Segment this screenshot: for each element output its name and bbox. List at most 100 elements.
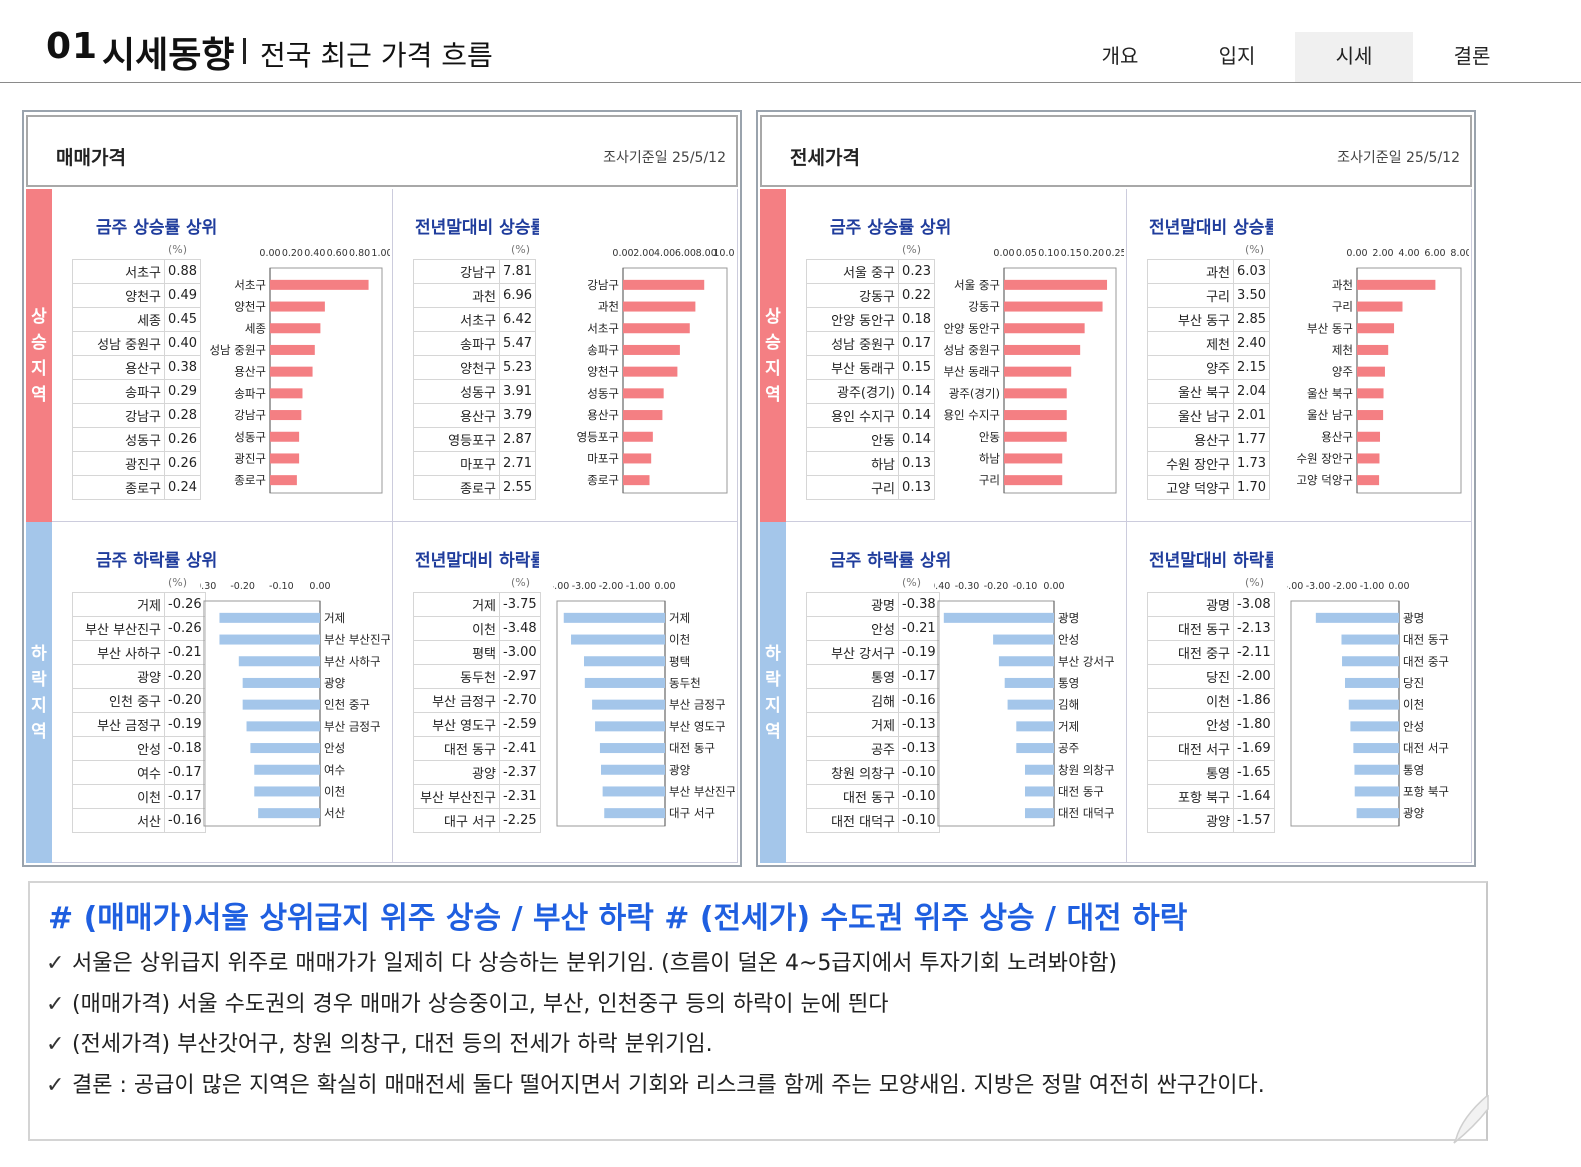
bar [1004, 475, 1063, 486]
side-label-char: 상 [765, 306, 781, 327]
category-label: 안성 [1058, 633, 1079, 647]
bar [1004, 677, 1054, 688]
bar [1357, 366, 1385, 377]
bar [623, 475, 650, 486]
bar [1348, 699, 1399, 710]
region-value: -0.21 [164, 640, 206, 665]
category-label: 안성 [1403, 719, 1424, 733]
table-row: 서초구 6.42 [413, 307, 536, 332]
table-row: 종로구 2.55 [413, 475, 536, 500]
region-value: 0.88 [164, 259, 201, 284]
category-label: 용산구 [234, 365, 266, 379]
bar [254, 786, 320, 797]
category-label: 광진구 [234, 451, 266, 465]
region-value: 6.96 [499, 283, 536, 308]
chart-title: 금주 상승률 상위 [830, 218, 952, 238]
region-value: 0.14 [898, 427, 935, 452]
nav-tab-location[interactable]: 입지 [1218, 44, 1256, 68]
unit-label: (%) [902, 576, 922, 589]
bar [1357, 301, 1403, 312]
bar [1357, 410, 1384, 421]
chart-title: 전년말대비 하락률 상위 [1149, 551, 1273, 571]
region-name: 부산 사하구 [72, 640, 165, 665]
table-row: 거제 -0.13 [806, 712, 940, 737]
region-name: 광양 [413, 760, 500, 785]
region-name: 용산구 [72, 355, 165, 380]
region-value: -3.00 [499, 640, 541, 665]
axis-tick-label: 10.00 [713, 248, 735, 259]
region-value: 0.14 [898, 379, 935, 404]
category-label: 과천 [1332, 278, 1353, 292]
table-row: 거제 -0.26 [72, 592, 206, 617]
region-name: 성동구 [72, 427, 165, 452]
table-row: 이천 -3.48 [413, 616, 541, 641]
region-name: 용산구 [1147, 427, 1234, 452]
table-row: 마포구 2.71 [413, 451, 536, 476]
category-label: 용산구 [587, 408, 619, 422]
region-name: 창원 의창구 [806, 760, 899, 785]
bar [623, 431, 653, 442]
region-value: -0.38 [898, 592, 940, 617]
table-row: 통영 -1.65 [1147, 760, 1275, 785]
bar [1007, 699, 1054, 710]
region-name: 용인 수지구 [806, 403, 899, 428]
nav-tab-price[interactable]: 시세 [1295, 32, 1413, 82]
side-label-char: 역 [31, 384, 47, 405]
region-name: 성남 중원구 [72, 331, 165, 356]
region-name: 세종 [72, 307, 165, 332]
region-name: 안성 [1147, 712, 1234, 737]
bar [1357, 431, 1381, 442]
region-value: 1.73 [1233, 451, 1270, 476]
region-name: 구리 [1147, 283, 1234, 308]
region-value: -2.97 [499, 664, 541, 689]
page-subtitle: 전국 최근 가격 흐름 [260, 39, 493, 72]
bar [623, 279, 705, 290]
panel-date: 조사기준일 25/5/12 [1337, 150, 1460, 166]
section-number: 01 [46, 26, 99, 67]
table-row: 송파구 0.29 [72, 379, 201, 404]
sale-price-panel: 매매가격 조사기준일 25/5/12 상 승 지 역 하 락 지 역 금주 상승률 상위 (%) 서초구… [22, 110, 742, 867]
region-name: 대전 서구 [1147, 736, 1234, 761]
table-row: 서산 -0.16 [72, 808, 206, 833]
table-row: 용산구 0.38 [72, 355, 201, 380]
nav-tab-overview[interactable]: 개요 [1101, 44, 1139, 68]
region-value: -0.16 [898, 688, 940, 713]
category-label: 광양 [1403, 806, 1425, 820]
table-row: 부산 강서구 -0.19 [806, 640, 940, 665]
summary-bullet-text: 결론 : 공급이 많은 지역은 확실히 매매전세 둘다 떨어지면서 기회와 리스… [72, 1073, 1265, 1098]
value-table: 광명 -3.08 대전 동구 -2.13 대전 중구 -2.11 당진 -2.00 이천 -1.8… [1147, 592, 1275, 833]
region-name: 광양 [1147, 808, 1234, 833]
table-row: 과천 6.96 [413, 283, 536, 308]
table-row: 부산 동래구 0.15 [806, 355, 935, 380]
panel-date: 조사기준일 25/5/12 [603, 150, 726, 166]
bar [1356, 808, 1399, 819]
bar [1004, 344, 1081, 355]
bar [623, 323, 690, 334]
region-name: 과천 [413, 283, 500, 308]
region-name: 서초구 [72, 259, 165, 284]
table-row: 부산 동구 2.85 [1147, 307, 1270, 332]
table-row: 부산 영도구 -2.59 [413, 712, 541, 737]
side-label-char: 락 [765, 669, 781, 690]
region-name: 부산 영도구 [413, 712, 500, 737]
table-row: 인천 중구 -0.20 [72, 688, 206, 713]
bar [270, 344, 315, 355]
category-label: 구리 [1332, 300, 1353, 314]
bar [623, 410, 663, 421]
category-label: 포항 북구 [1403, 784, 1449, 798]
table-row: 부산 부산진구 -0.26 [72, 616, 206, 641]
region-name: 당진 [1147, 664, 1234, 689]
nav-tab-conclusion[interactable]: 결론 [1453, 44, 1491, 68]
category-label: 안양 동안구 [943, 321, 1000, 335]
table-row: 세종 0.45 [72, 307, 201, 332]
region-name: 용산구 [413, 403, 500, 428]
category-label: 부산 금정구 [669, 698, 726, 712]
region-value: -0.19 [898, 640, 940, 665]
category-label: 광주(경기) [949, 386, 1000, 400]
region-name: 부산 강서구 [806, 640, 899, 665]
chart-title: 전년말대비 상승률 상위 [415, 218, 539, 238]
